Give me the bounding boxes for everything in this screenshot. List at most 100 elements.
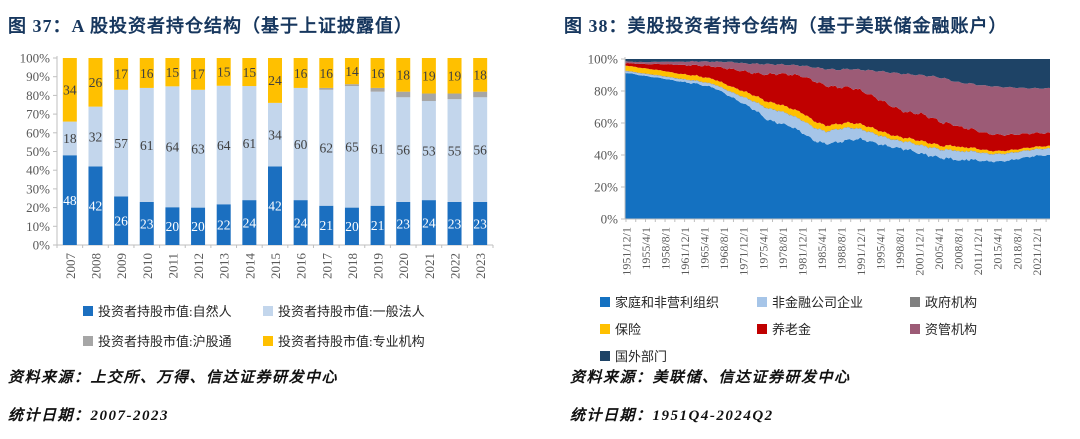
figure-38-us-holdings: 图 38：美股投资者持仓结构（基于美联储金融账户） 0% 20% 40% 60% 80%… bbox=[540, 0, 1080, 439]
legend-label: 投资者持股市值:自然人 bbox=[98, 304, 232, 319]
x-tick-label: 1961/12/1 bbox=[678, 227, 692, 276]
bar-value-label: 15 bbox=[243, 65, 257, 80]
bar-segment bbox=[396, 58, 411, 92]
x-tick-label: 1968/8/1 bbox=[717, 227, 731, 270]
x-tick-label: 1995/4/1 bbox=[874, 227, 888, 270]
bar-value-label: 24 bbox=[243, 215, 257, 230]
fig38-legend-item-5: 资管机构 bbox=[910, 319, 977, 338]
x-tick-label: 2010 bbox=[140, 253, 155, 279]
fig38-legend-item-3: 保险 bbox=[600, 319, 757, 338]
bar-segment bbox=[191, 58, 206, 90]
y-tick-label: 50% bbox=[26, 144, 50, 159]
bar-value-label: 20 bbox=[345, 219, 359, 234]
figure-37-period: 统计日期：2007-2023 bbox=[8, 408, 169, 424]
y-tick-label: 100% bbox=[588, 52, 619, 67]
bar-value-label: 23 bbox=[396, 216, 410, 231]
x-tick-label: 2018/8/1 bbox=[1010, 227, 1024, 270]
x-tick-label: 2017 bbox=[319, 253, 334, 280]
bar-value-label: 19 bbox=[422, 69, 436, 84]
x-tick-label: 1955/4/1 bbox=[639, 227, 653, 270]
legend-label: 资管机构 bbox=[925, 322, 978, 337]
x-tick-label: 2020 bbox=[396, 253, 411, 279]
x-tick-label: 2023 bbox=[473, 253, 488, 279]
bar-value-label: 60 bbox=[294, 137, 308, 152]
bar-segment bbox=[421, 93, 436, 102]
bar-segment bbox=[319, 205, 334, 245]
legend-label: 非金融公司企业 bbox=[772, 295, 864, 310]
bar-labels-layer: 48 18 34 42 32 26 26 57 17 23 61 16 20 64 15 20 63 17 22 64… bbox=[63, 64, 487, 234]
bar-value-label: 20 bbox=[191, 219, 205, 234]
legend-swatch bbox=[910, 296, 920, 307]
x-tick-label: 1975/4/1 bbox=[756, 227, 770, 270]
bar-segment bbox=[370, 87, 385, 92]
x-tick-label: 2021/12/1 bbox=[1030, 227, 1044, 276]
legend-swatch bbox=[263, 335, 273, 346]
bar-value-label: 23 bbox=[448, 216, 462, 231]
bar-segment bbox=[447, 99, 462, 202]
bar-segment bbox=[114, 89, 129, 197]
bar-segment bbox=[139, 58, 154, 88]
x-tick-label: 1958/8/1 bbox=[659, 227, 673, 270]
y-tick-label: 10% bbox=[26, 219, 50, 234]
legend-label: 投资者持股市值:专业机构 bbox=[278, 334, 425, 349]
bar-segment bbox=[268, 166, 282, 245]
legend-label: 家庭和非营利组织 bbox=[615, 295, 720, 310]
bar-value-label: 56 bbox=[473, 142, 487, 157]
bar-segment bbox=[165, 207, 180, 245]
bar-value-label: 17 bbox=[191, 67, 205, 82]
bar-segment bbox=[242, 86, 257, 201]
bar-value-label: 23 bbox=[140, 216, 154, 231]
bar-value-label: 16 bbox=[320, 66, 334, 81]
fig37-legend-item-0: 投资者持股市值:自然人 bbox=[83, 301, 263, 320]
x-tick-label: 1998/8/1 bbox=[893, 227, 907, 270]
bar-value-label: 61 bbox=[243, 136, 257, 151]
fig38-legend-item-6: 国外部门 bbox=[600, 346, 757, 365]
x-tick-label: 1985/4/1 bbox=[815, 227, 829, 270]
bar-value-label: 56 bbox=[396, 142, 410, 157]
bar-segment bbox=[319, 87, 334, 90]
bar-segment bbox=[216, 204, 231, 245]
area-layers bbox=[625, 59, 1050, 220]
x-tick-label: 1971/12/1 bbox=[737, 227, 751, 276]
x-tick-label: 1991/12/1 bbox=[854, 227, 868, 276]
bar-segment bbox=[421, 200, 436, 245]
bar-segment bbox=[191, 89, 206, 208]
legend-label: 养老金 bbox=[772, 322, 812, 337]
bar-segment bbox=[139, 201, 154, 245]
area-series-0 bbox=[625, 72, 1050, 220]
bar-segment bbox=[396, 91, 411, 98]
x-tick-label: 2001/12/1 bbox=[913, 227, 927, 276]
bar-value-label: 42 bbox=[268, 199, 282, 214]
fig38-legend-item-1: 非金融公司企业 bbox=[757, 292, 910, 311]
bar-segment bbox=[293, 200, 308, 245]
x-tick-label: 2011 bbox=[165, 253, 180, 279]
bar-segment bbox=[88, 58, 103, 107]
bar-segment bbox=[344, 207, 359, 245]
bar-segment bbox=[268, 102, 282, 167]
figure-38-period: 统计日期：1951Q4-2024Q2 bbox=[570, 408, 774, 424]
bar-segment bbox=[114, 196, 129, 245]
x-tick-label: 2015 bbox=[268, 253, 283, 279]
y-tick-label: 40% bbox=[26, 163, 50, 178]
bar-value-label: 20 bbox=[166, 219, 180, 234]
bar-value-label: 24 bbox=[422, 215, 436, 230]
bar-segment bbox=[293, 87, 308, 201]
bar-segment bbox=[344, 86, 359, 208]
bar-segment bbox=[473, 201, 488, 245]
bar-segment bbox=[370, 205, 385, 245]
bar-segment bbox=[370, 58, 385, 88]
bar-value-label: 15 bbox=[166, 65, 180, 80]
figure-37-title: 图 37：A 股投资者持仓结构（基于上证披露值） bbox=[8, 16, 414, 36]
bar-segment bbox=[447, 201, 462, 245]
bar-segment bbox=[473, 91, 488, 98]
area-series-5 bbox=[625, 60, 1050, 136]
legend-swatch bbox=[600, 296, 610, 307]
bar-segment bbox=[62, 155, 77, 245]
bar-value-label: 18 bbox=[473, 68, 487, 83]
bar-value-label: 34 bbox=[268, 127, 282, 142]
fig37-legend-item-2: 投资者持股市值:沪股通 bbox=[83, 331, 263, 350]
fig38-legend-item-4: 养老金 bbox=[757, 319, 910, 338]
bar-segment bbox=[344, 58, 359, 85]
x-tick-label: 1978/8/1 bbox=[776, 227, 790, 270]
